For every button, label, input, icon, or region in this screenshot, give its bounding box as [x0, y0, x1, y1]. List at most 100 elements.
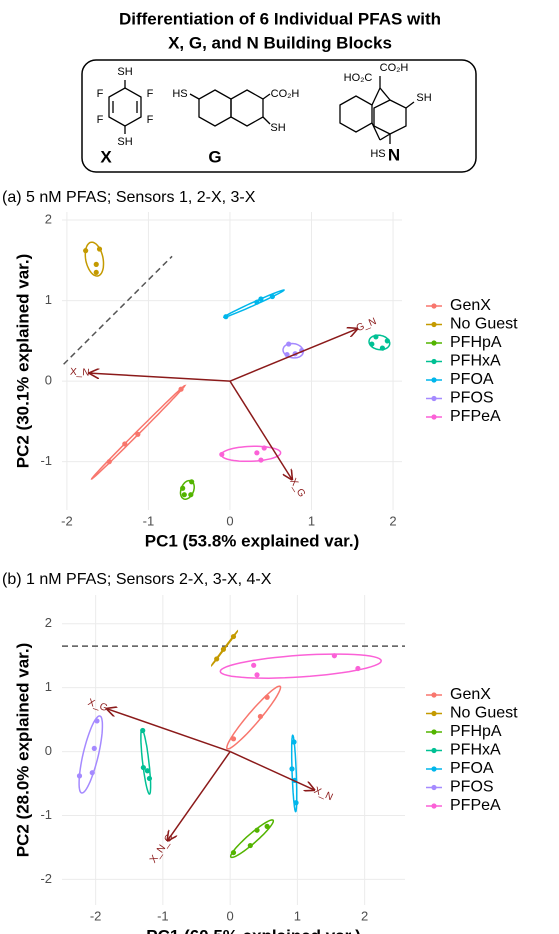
ellipse: [179, 479, 195, 500]
loading-label: X_N: [70, 367, 90, 379]
loading-label: X_N_G: [148, 832, 176, 865]
point: [284, 351, 290, 358]
y-tick-label: -2: [40, 871, 52, 886]
point: [254, 672, 260, 678]
y-axis-label: PC2 (28.0% explained var.): [13, 643, 32, 858]
structure-x: [108, 80, 142, 134]
ellipse: [78, 715, 104, 794]
legend-key: [431, 710, 437, 717]
atom-label: F: [97, 88, 104, 100]
x-tick-label: -1: [157, 908, 169, 923]
legend-label: PFOS: [450, 390, 494, 407]
x-tick-label: 0: [227, 908, 234, 923]
point: [258, 457, 264, 463]
point: [83, 248, 89, 254]
loading-label: X_G: [287, 477, 307, 500]
point: [146, 775, 153, 782]
legend-label: PFOS: [450, 779, 494, 796]
legend-label: GenX: [450, 297, 491, 314]
y-tick-label: -1: [40, 453, 52, 468]
point: [178, 386, 184, 392]
point: [331, 653, 337, 659]
atom-label: HS: [172, 88, 187, 100]
point: [180, 485, 186, 491]
point: [258, 296, 264, 302]
ellipse: [140, 728, 152, 795]
atom-label: CO₂H: [380, 62, 409, 74]
x-axis-label: PC1 (53.8% explained var.): [145, 531, 360, 550]
point: [135, 431, 141, 437]
point: [93, 261, 99, 267]
point: [223, 314, 229, 320]
loading-label: G_N: [355, 316, 378, 334]
point: [189, 479, 195, 485]
legend-key: [431, 766, 437, 772]
x-tick-label: -2: [90, 908, 102, 923]
legend-key: [431, 414, 437, 420]
point: [140, 764, 146, 771]
structure-g: [189, 89, 271, 127]
point: [373, 334, 379, 340]
structure-name: N: [388, 145, 400, 164]
loading-arrow: [90, 373, 231, 382]
loading-label: X_N: [312, 785, 334, 803]
atom-label: HO₂C: [344, 72, 373, 84]
point: [219, 451, 225, 458]
atom-label: CO₂H: [271, 88, 300, 100]
point: [230, 736, 237, 742]
y-axis-label: PC2 (30.1% explained var.): [13, 254, 32, 469]
ellipse: [229, 819, 275, 859]
legend-label: PFHpA: [450, 334, 502, 351]
point: [291, 739, 297, 745]
ellipse: [211, 629, 239, 668]
x-tick-label: -2: [61, 513, 73, 528]
legend-label: PFPeA: [450, 408, 501, 425]
point: [269, 293, 275, 300]
title-line: Differentiation of 6 Individual PFAS wit…: [119, 9, 441, 28]
legend-key: [431, 747, 437, 754]
legend-key: [431, 692, 437, 698]
point: [94, 718, 100, 724]
point: [220, 646, 227, 652]
atom-label: SH: [270, 122, 285, 134]
loading-arrow: [229, 750, 314, 790]
ellipse: [90, 384, 187, 480]
structure-name: X: [100, 147, 112, 166]
structure-name: G: [208, 147, 221, 166]
point: [230, 849, 237, 856]
point: [188, 492, 194, 498]
point: [369, 341, 375, 347]
point: [264, 694, 270, 700]
legend-label: GenX: [450, 686, 491, 703]
x-tick-label: 2: [389, 513, 396, 528]
point: [379, 345, 386, 351]
y-tick-label: 2: [45, 211, 52, 226]
legend-label: PFHxA: [450, 353, 501, 370]
point: [286, 341, 292, 347]
point: [254, 299, 260, 305]
ellipse: [226, 685, 282, 750]
legend-key: [431, 303, 437, 309]
legend-label: PFOA: [450, 371, 494, 388]
point: [144, 768, 151, 774]
atom-label: SH: [416, 92, 431, 104]
point: [251, 662, 257, 668]
atom-label: F: [147, 114, 154, 126]
point: [91, 745, 97, 752]
title-line: X, G, and N Building Blocks: [168, 33, 392, 52]
legend-key: [431, 377, 437, 383]
point: [384, 338, 390, 344]
point: [106, 459, 112, 465]
panel-title: (b) 1 nM PFAS; Sensors 2-X, 3-X, 4-X: [2, 571, 272, 588]
point: [254, 827, 260, 833]
loading-label: X_G: [86, 697, 109, 714]
legend-key: [431, 803, 437, 809]
loading-arrow: [107, 709, 231, 753]
y-tick-label: 1: [45, 679, 52, 694]
atom-label: SH: [117, 136, 132, 148]
structure-box: [81, 59, 477, 173]
x-tick-label: 0: [226, 513, 233, 528]
x-tick-label: -1: [143, 513, 155, 528]
legend-label: PFHxA: [450, 742, 501, 759]
